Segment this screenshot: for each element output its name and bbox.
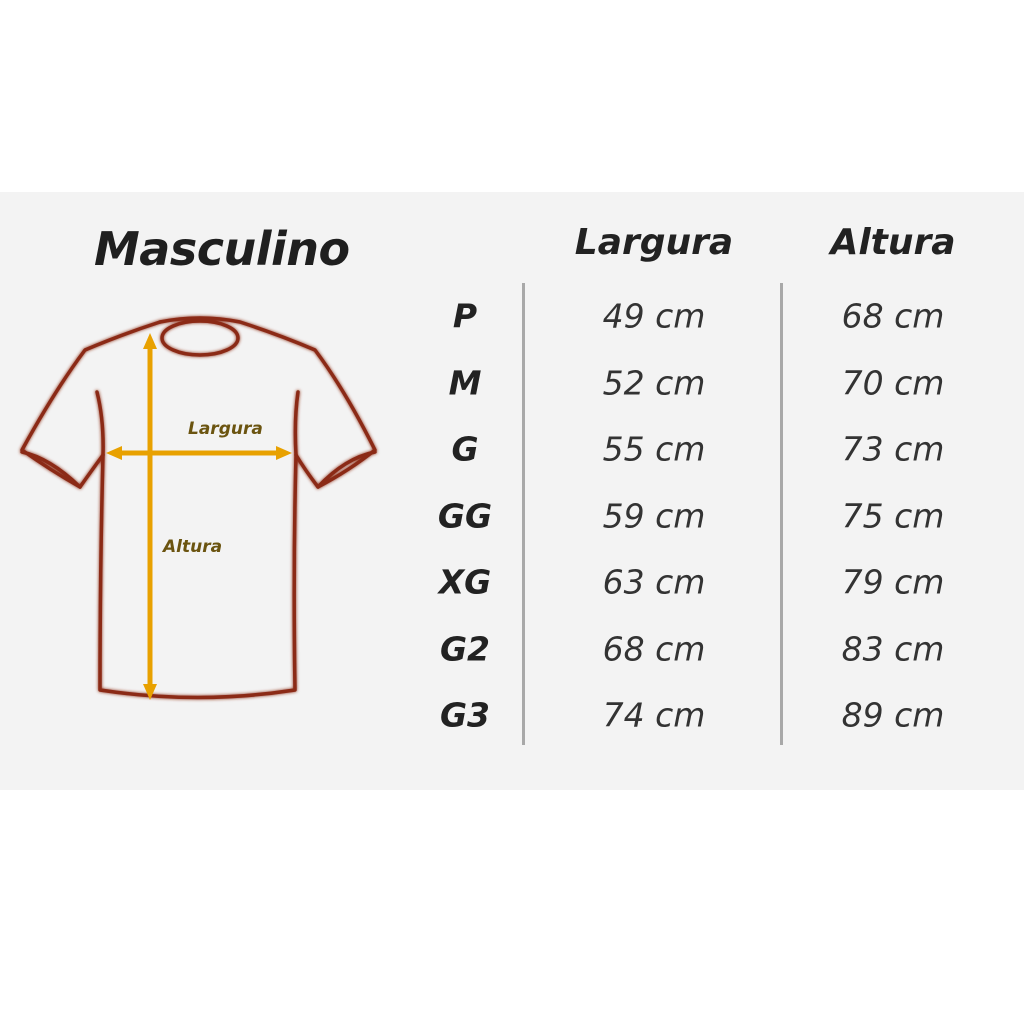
size-cell: P xyxy=(452,296,478,336)
altura-cell: 79 cm xyxy=(841,562,945,602)
altura-cell: 70 cm xyxy=(841,363,945,402)
column-divider xyxy=(780,283,783,745)
largura-cell: 68 cm xyxy=(602,629,706,668)
largura-cell: 63 cm xyxy=(602,562,706,602)
header-altura: Altura xyxy=(830,222,956,263)
altura-cell: 73 cm xyxy=(841,429,945,469)
altura-cell: 75 cm xyxy=(841,496,945,535)
header-largura: Largura xyxy=(574,222,734,263)
column-divider xyxy=(522,283,525,745)
size-cell: G xyxy=(451,429,479,469)
largura-cell: 74 cm xyxy=(602,695,706,735)
size-cell: M xyxy=(448,363,482,402)
chart-title: Masculino xyxy=(94,222,350,276)
largura-cell: 52 cm xyxy=(602,363,706,402)
largura-cell: 59 cm xyxy=(602,496,706,535)
measure-arrows xyxy=(106,333,292,700)
altura-cell: 83 cm xyxy=(841,629,945,668)
size-chart-panel xyxy=(0,192,1024,790)
size-cell: G3 xyxy=(439,695,491,735)
tshirt-diagram: Largura Altura xyxy=(20,316,377,700)
size-cell: G2 xyxy=(439,629,491,668)
height-label: Altura xyxy=(161,537,222,557)
altura-cell: 68 cm xyxy=(841,296,945,336)
width-label: Largura xyxy=(188,419,263,439)
tshirt-outline xyxy=(20,316,377,700)
altura-cell: 89 cm xyxy=(841,695,945,735)
size-cell: GG xyxy=(437,496,493,535)
size-cell: XG xyxy=(438,562,492,602)
largura-cell: 49 cm xyxy=(602,296,706,336)
largura-cell: 55 cm xyxy=(602,429,706,469)
